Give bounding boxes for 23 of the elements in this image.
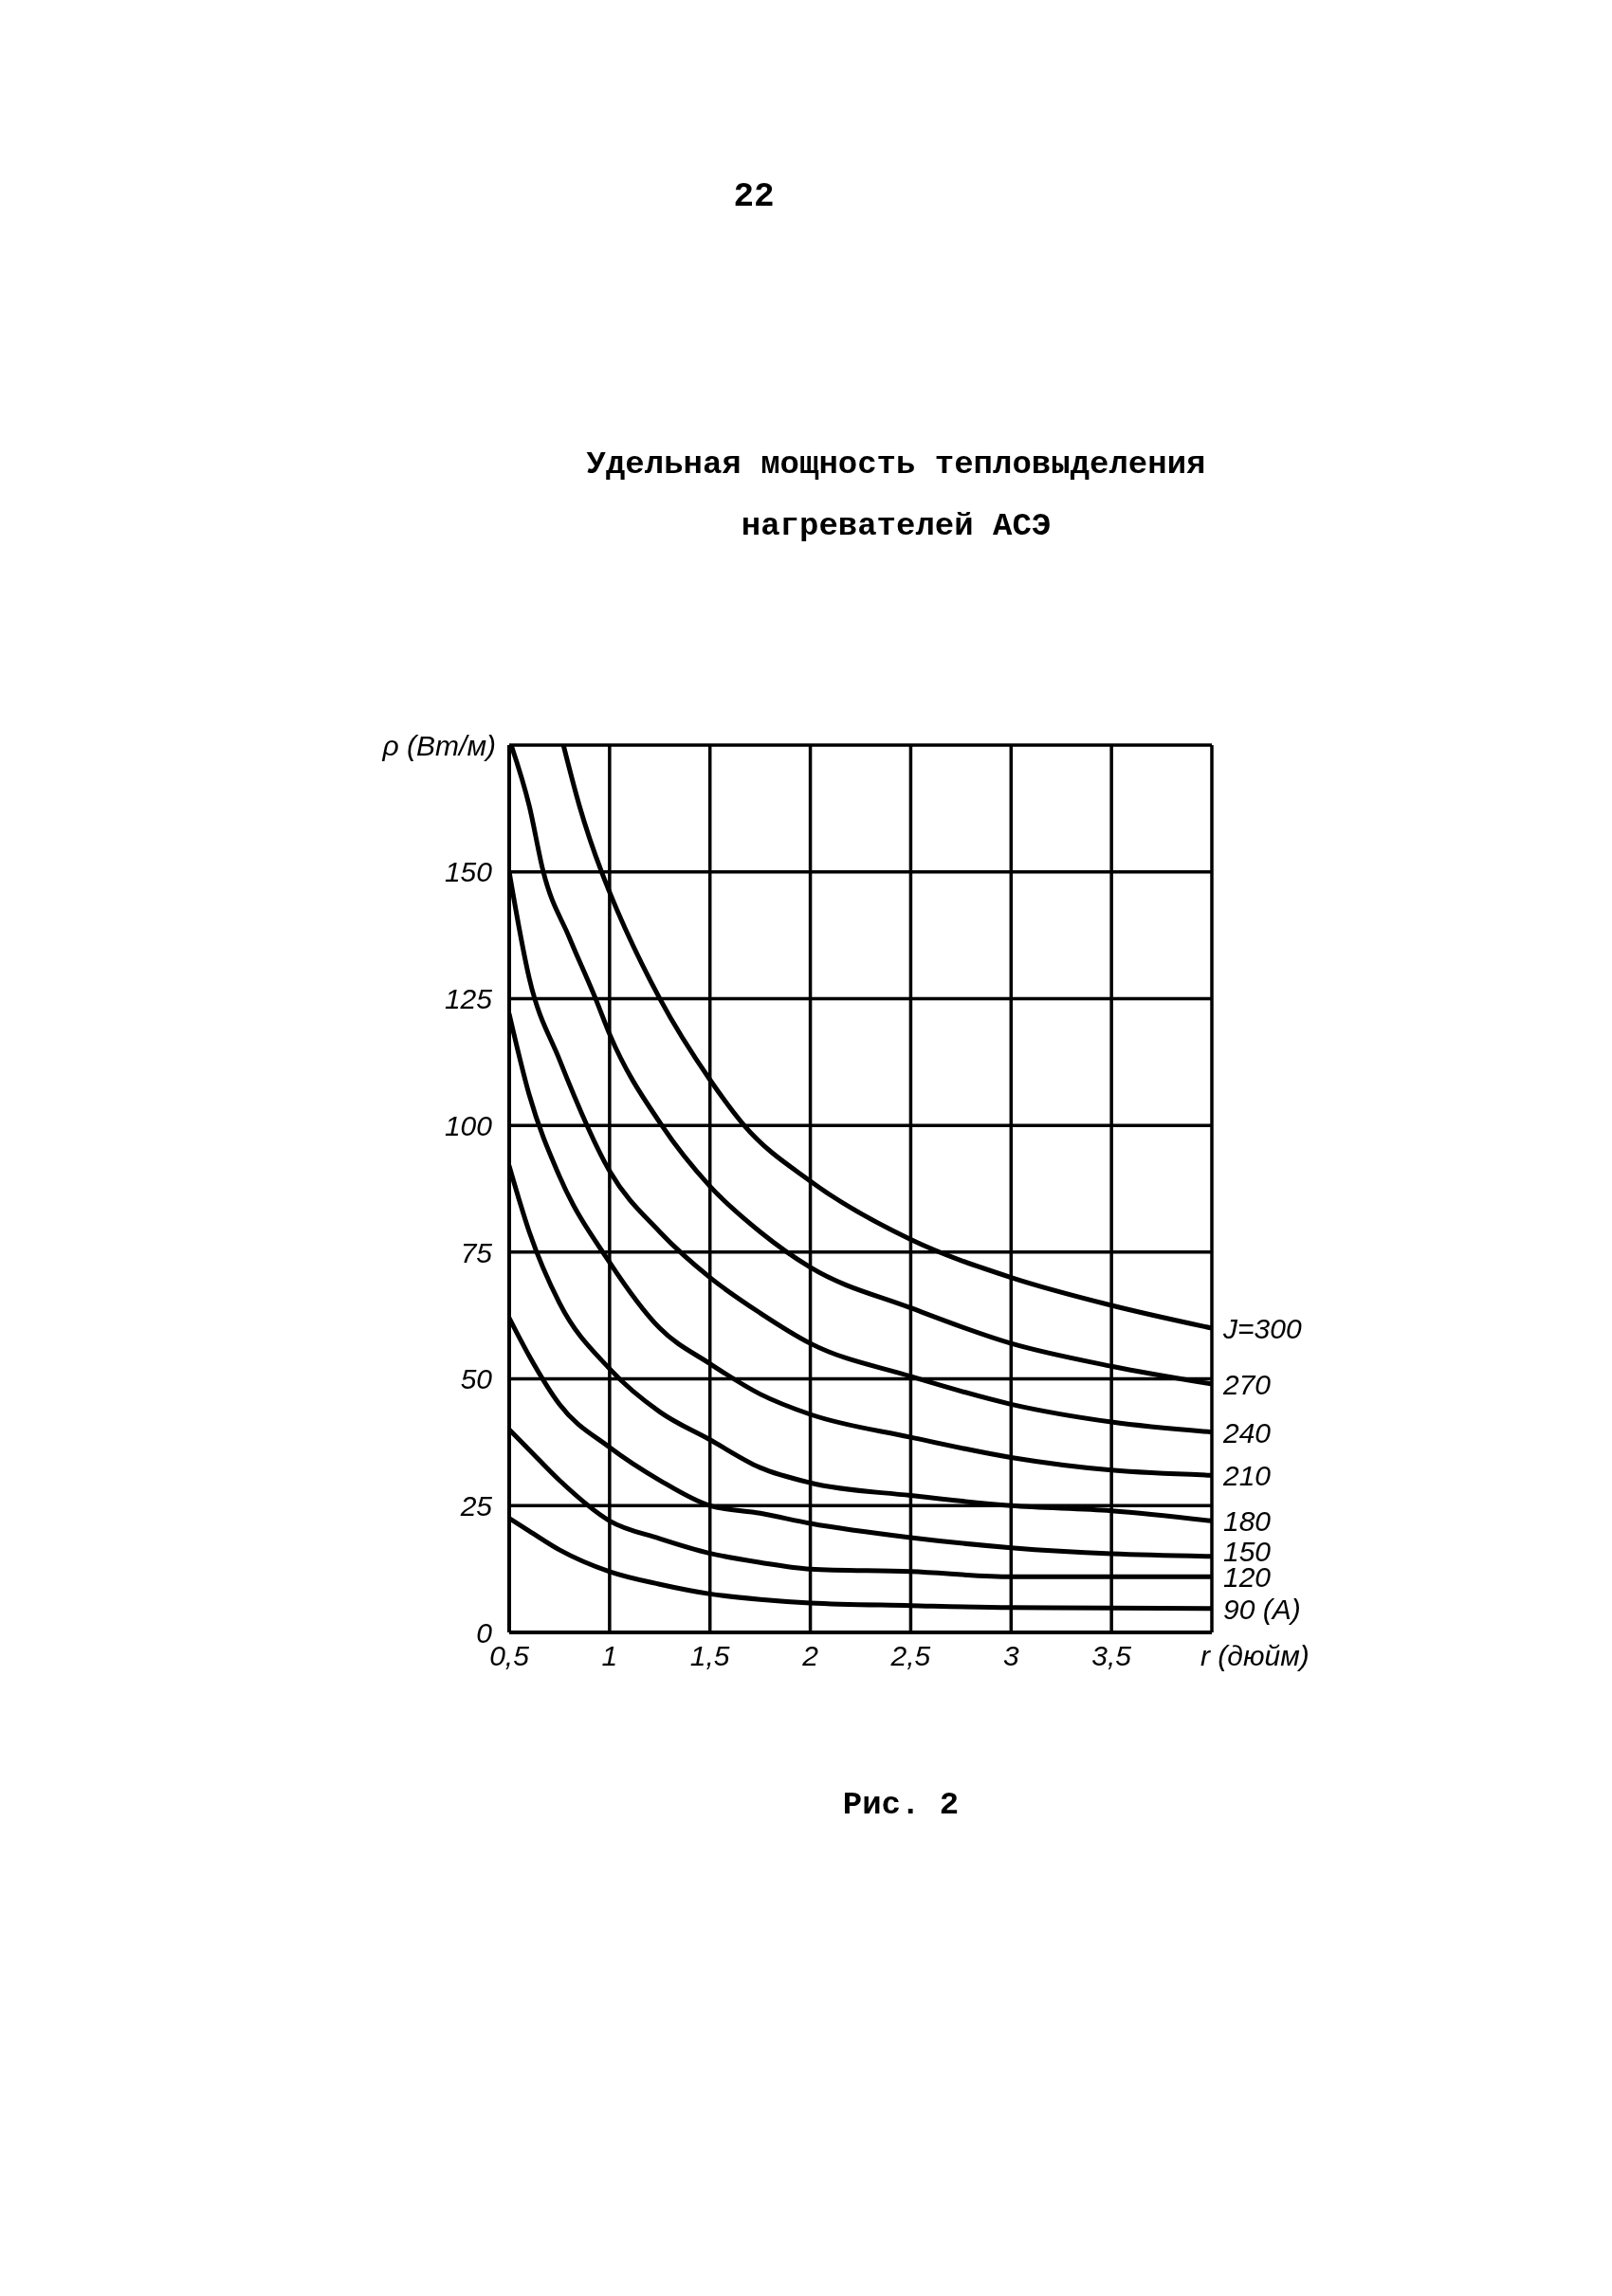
series-label: 240 <box>1222 1416 1272 1449</box>
series-label: 270 <box>1222 1368 1272 1400</box>
y-tick-label: 100 <box>444 1109 493 1141</box>
y-tick-label: 75 <box>460 1236 493 1268</box>
x-axis-title: r (дюйм) <box>1200 1640 1310 1672</box>
x-tick-label: 2,5 <box>889 1640 931 1672</box>
y-tick-label: 150 <box>444 856 493 888</box>
x-tick-label: 3 <box>1002 1640 1019 1672</box>
x-tick-label: 1,5 <box>689 1640 730 1672</box>
y-axis-title: ρ (Вт/м) <box>381 729 496 761</box>
text: Рис. 2 <box>841 1786 961 1825</box>
y-tick-label: 125 <box>444 983 493 1015</box>
x-tick-label: 1 <box>601 1640 618 1672</box>
series-label: J=300 <box>1222 1312 1302 1344</box>
series-label: 90 (А) <box>1223 1593 1301 1625</box>
y-tick-label: 25 <box>459 1489 493 1522</box>
y-tick-label: 50 <box>460 1363 493 1395</box>
series-label: 210 <box>1222 1459 1272 1491</box>
chart-title: Удельная мощность тепловыделения нагревателей АСЭ <box>585 446 1207 546</box>
series-label: 180 <box>1223 1504 1272 1537</box>
text: 22 <box>732 176 776 218</box>
x-tick-label: 2 <box>801 1640 819 1672</box>
x-tick-label: 3,5 <box>1091 1640 1132 1672</box>
